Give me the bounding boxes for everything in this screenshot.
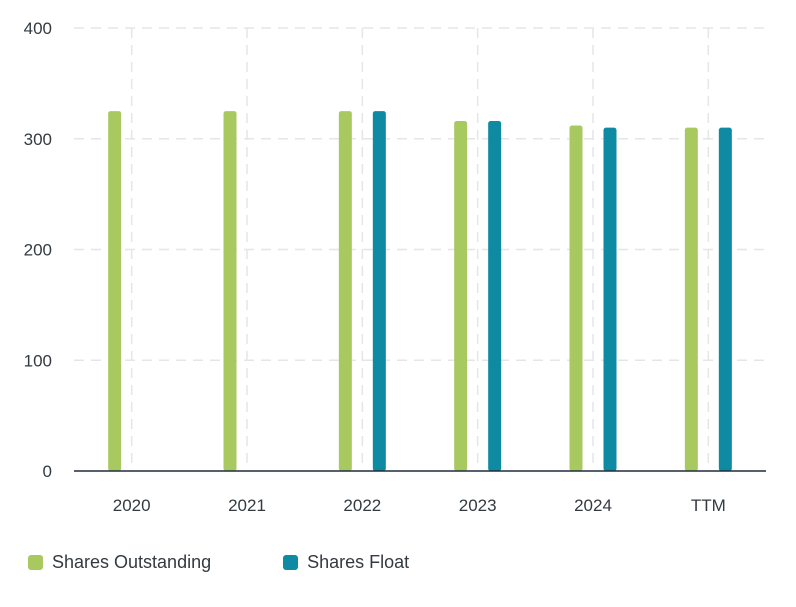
x-tick-label: 2024 — [574, 496, 612, 515]
y-axis-ticks: 0 100 200 300 400 — [24, 19, 52, 481]
bar-shares-float-2022[interactable] — [372, 111, 386, 471]
legend-swatch-shares-float — [283, 555, 299, 570]
legend-item-shares-float[interactable]: Shares Float — [283, 552, 409, 573]
bar-shares-float-ttm[interactable] — [718, 127, 732, 472]
bar-shares-outstanding-2024[interactable] — [569, 125, 583, 472]
y-tick-label: 300 — [24, 130, 52, 149]
bar-shares-outstanding-2022[interactable] — [338, 111, 352, 471]
x-tick-label: 2023 — [459, 496, 497, 515]
x-tick-label: 2021 — [228, 496, 266, 515]
bar-shares-float-2024[interactable] — [603, 127, 617, 472]
grid-lines — [74, 27, 766, 471]
bar-shares-outstanding-ttm[interactable] — [684, 127, 698, 472]
y-tick-label: 200 — [24, 241, 52, 260]
legend-label-shares-float: Shares Float — [307, 552, 410, 572]
x-axis-ticks: 2020 2021 2022 2023 2024 TTM — [113, 496, 726, 515]
y-tick-label: 400 — [24, 19, 52, 38]
bars — [108, 111, 732, 472]
y-tick-label: 100 — [24, 351, 52, 370]
legend-item-shares-outstanding[interactable]: Shares Outstanding — [28, 552, 211, 573]
bar-shares-outstanding-2023[interactable] — [454, 121, 468, 471]
bar-chart: 0 100 200 300 400 2020 2021 2022 2023 2024 TTM — [24, 19, 766, 515]
bar-shares-float-2023[interactable] — [488, 121, 502, 471]
x-tick-label: TTM — [691, 496, 726, 515]
y-tick-label: 0 — [43, 462, 52, 481]
bar-shares-outstanding-2020[interactable] — [108, 111, 122, 471]
bar-shares-outstanding-2021[interactable] — [223, 111, 237, 471]
x-tick-label: 2022 — [343, 496, 381, 515]
x-tick-label: 2020 — [113, 496, 151, 515]
legend-swatch-shares-outstanding — [28, 555, 43, 570]
legend: Shares Outstanding Shares Float — [28, 552, 481, 573]
legend-label-shares-outstanding: Shares Outstanding — [52, 552, 212, 572]
